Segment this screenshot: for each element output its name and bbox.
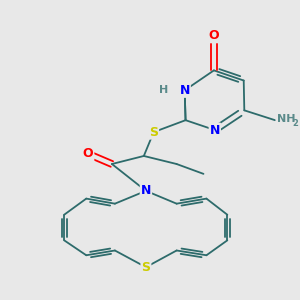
Text: O: O <box>208 29 219 42</box>
Text: S: S <box>149 126 158 139</box>
Text: N: N <box>210 124 220 136</box>
Text: N: N <box>179 84 190 97</box>
Text: NH: NH <box>277 114 295 124</box>
Text: H: H <box>160 85 169 95</box>
Text: 2: 2 <box>292 119 298 128</box>
Text: O: O <box>83 147 93 161</box>
Text: S: S <box>141 261 150 274</box>
Text: N: N <box>141 184 151 197</box>
